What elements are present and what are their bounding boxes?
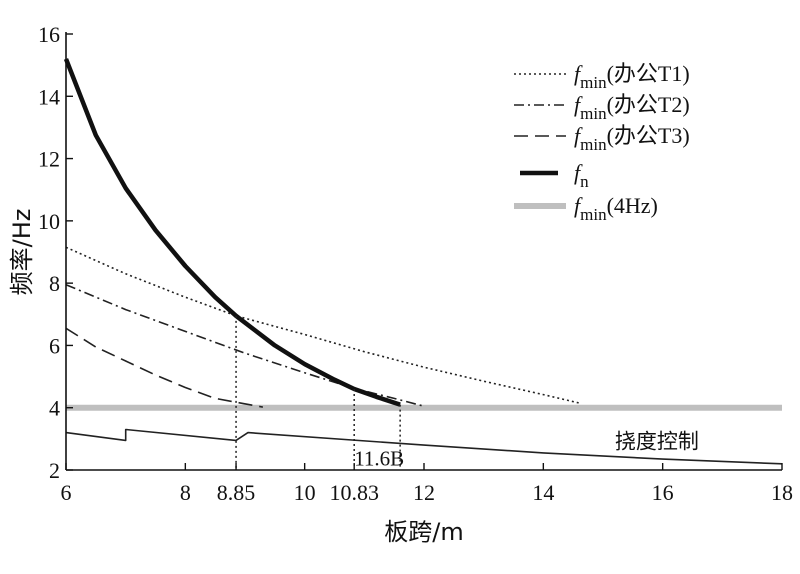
legend-main: f [574,92,583,117]
ticks: 2 4 6 8 10 12 14 16 6 8 8.85 10 10.83 12 14 16 18 [38,22,793,505]
x-tick-label: 16 [652,480,674,505]
legend-subscript: min [580,73,607,92]
annotation-2: 挠度控制 [615,429,699,453]
series-line-deflection [65,428,783,465]
x-tick-label: 8.85 [217,480,256,505]
y-tick-label: 8 [49,271,60,296]
x-tick-label: 18 [771,480,793,505]
annotation-1: 11.6B [354,447,404,471]
legend-subscript: n [580,172,589,191]
x-tick-label: 10 [294,480,316,505]
x-tick-label: 10.83 [329,480,379,505]
series-line-t3 [65,327,264,408]
legend-entry-hz4: fmin(4Hz) [574,193,658,224]
legend-main: f [574,160,583,185]
x-axis-title: 板跨/m [384,518,463,546]
y-tick-label: 4 [49,396,60,421]
y-tick-label: 16 [38,22,60,47]
series-line-fn [63,58,401,407]
y-tick-label: 10 [38,209,60,234]
legend-entry-fn: fn [574,160,589,191]
y-tick-label: 14 [38,84,60,109]
legend-entry-t3: fmin(办公T3) [574,123,690,154]
legend-subscript: min [580,104,607,123]
x-tick-label: 14 [532,480,554,505]
legend-label: (办公T2) [607,92,690,117]
legend-main: f [574,193,583,218]
x-tick-label: 12 [413,480,435,505]
series-line-t2 [65,283,425,407]
legend-subscript: min [580,135,607,154]
legend: fmin(办公T1)fmin(办公T2)fmin(办公T3)fnfmin(4Hz… [514,61,690,224]
series-line-t1 [65,246,580,404]
legend-subscript: min [580,205,607,224]
legend-label: (办公T3) [607,123,690,148]
legend-main: f [574,61,583,86]
y-tick-label: 2 [49,458,60,483]
x-tick-label: 8 [180,480,191,505]
legend-main: f [574,123,583,148]
legend-label: (办公T1) [607,61,690,86]
y-axis-title: 频率/Hz [8,209,36,296]
y-tick-label: 12 [38,147,60,172]
y-tick-label: 6 [49,333,60,358]
x-tick-label: 6 [61,480,72,505]
legend-entry-t1: fmin(办公T1) [574,61,690,92]
legend-label: (4Hz) [607,193,658,218]
annotations: 11.6B 挠度控制 [354,429,699,470]
legend-entry-t2: fmin(办公T2) [574,92,690,123]
plot-lines [63,58,783,470]
